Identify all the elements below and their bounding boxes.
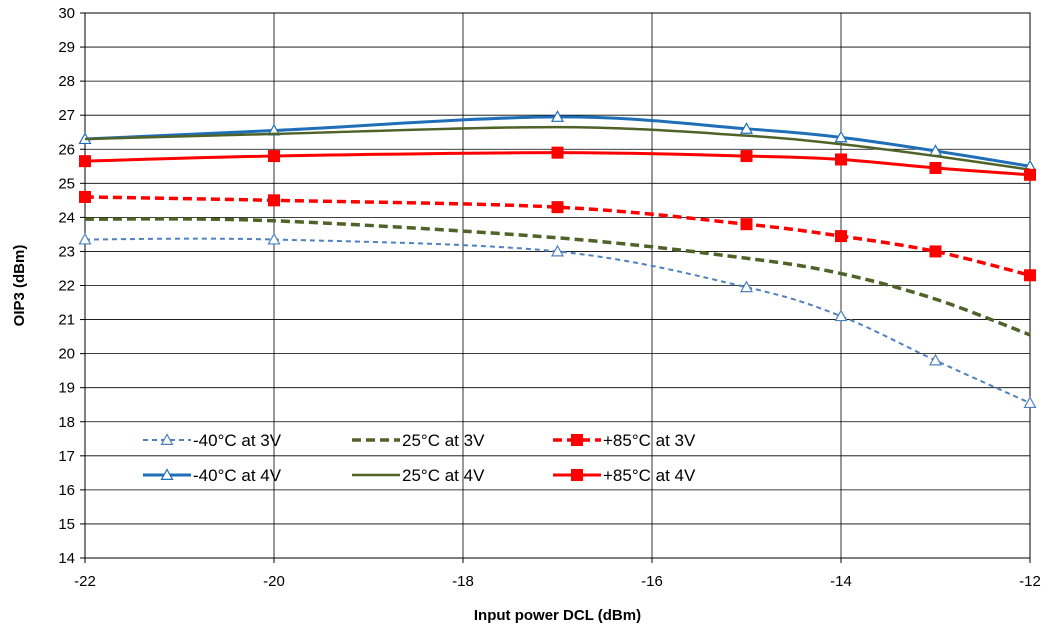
y-tick-label: 17: [58, 448, 75, 465]
x-axis-label: Input power DCL (dBm): [474, 607, 641, 624]
series-line: [84, 115, 1031, 168]
series-layer: [78, 110, 1037, 409]
data-point: [267, 232, 281, 245]
data-point: [740, 218, 753, 231]
legend-label: +85°C at 4V: [603, 466, 696, 485]
series-line: [84, 125, 1031, 171]
data-point: [551, 201, 564, 214]
legend-marker: [160, 433, 174, 445]
y-tick-label: 15: [58, 516, 75, 533]
y-tick-label: 27: [58, 107, 75, 124]
x-tick-label: -14: [830, 573, 852, 590]
data-point: [1023, 396, 1037, 409]
legend-marker: [160, 468, 174, 480]
legend: -40°C at 3V 25°C at 3V +85°C at 3V -40°C at…: [143, 431, 696, 485]
data-point: [929, 245, 942, 258]
data-point: [929, 161, 942, 174]
data-point: [1024, 168, 1036, 181]
series-4: [84, 125, 1031, 171]
data-point: [551, 146, 564, 159]
series-5: [79, 146, 1036, 181]
data-point: [834, 130, 848, 143]
data-point: [268, 194, 280, 207]
y-tick-label: 25: [58, 175, 75, 192]
legend-marker: [571, 434, 583, 446]
data-point: [79, 155, 91, 168]
y-axis-label: OIP3 (dBm): [11, 245, 28, 327]
y-tick-label: 22: [58, 278, 75, 295]
x-tick-labels: -22 -20 -18 -16 -14 -12: [74, 573, 1041, 590]
y-tick-label: 24: [58, 209, 75, 226]
legend-item: +85°C at 3V: [553, 431, 696, 450]
legend-item: +85°C at 4V: [553, 466, 696, 485]
data-point: [268, 150, 280, 163]
y-tick-label: 21: [58, 312, 75, 329]
y-tick-label: 29: [58, 39, 75, 56]
y-tick-label: 16: [58, 482, 75, 499]
data-point: [550, 244, 565, 257]
data-point: [550, 110, 565, 122]
data-point: [739, 280, 754, 293]
data-point: [835, 230, 847, 243]
y-tick-label: 26: [58, 141, 75, 158]
y-tick-label: 20: [58, 346, 75, 363]
legend-item: -40°C at 3V: [143, 431, 282, 450]
series-line: [84, 151, 1031, 177]
data-point: [835, 153, 847, 166]
legend-label: 25°C at 3V: [402, 431, 485, 450]
legend-item: 25°C at 3V: [352, 431, 485, 450]
data-point: [740, 150, 753, 163]
series-line: [84, 217, 1031, 337]
legend-item: -40°C at 4V: [143, 466, 282, 485]
series-1: [84, 217, 1031, 337]
y-tick-label: 18: [58, 414, 75, 431]
x-tick-label: -12: [1019, 573, 1041, 590]
y-tick-label: 28: [58, 73, 75, 90]
x-tick-label: -20: [263, 573, 285, 590]
data-point: [739, 122, 754, 134]
data-point: [834, 309, 848, 322]
legend-label: -40°C at 4V: [193, 466, 282, 485]
x-tick-label: -18: [452, 573, 474, 590]
legend-marker: [571, 469, 583, 481]
x-tick-label: -16: [641, 573, 663, 590]
y-tick-label: 14: [58, 550, 75, 567]
legend-label: -40°C at 3V: [193, 431, 282, 450]
series-2: [79, 190, 1036, 282]
legend-label: 25°C at 4V: [402, 466, 485, 485]
plot-area: [84, 12, 1031, 559]
legend-label: +85°C at 3V: [603, 431, 696, 450]
data-point: [78, 232, 92, 245]
data-point: [1024, 269, 1036, 282]
y-tick-label: 30: [58, 5, 75, 22]
series-0: [78, 232, 1037, 409]
y-tick-label: 23: [58, 243, 75, 260]
y-tick-labels: 14 15 16 17 18 19 20 21 22 23 24 25 26 27 28 29 30: [58, 5, 75, 567]
x-tick-label: -22: [74, 573, 96, 590]
y-tick-label: 19: [58, 380, 75, 397]
legend-item: 25°C at 4V: [352, 466, 485, 485]
data-point: [928, 353, 943, 366]
series-3: [78, 110, 1037, 172]
data-point: [79, 190, 91, 203]
